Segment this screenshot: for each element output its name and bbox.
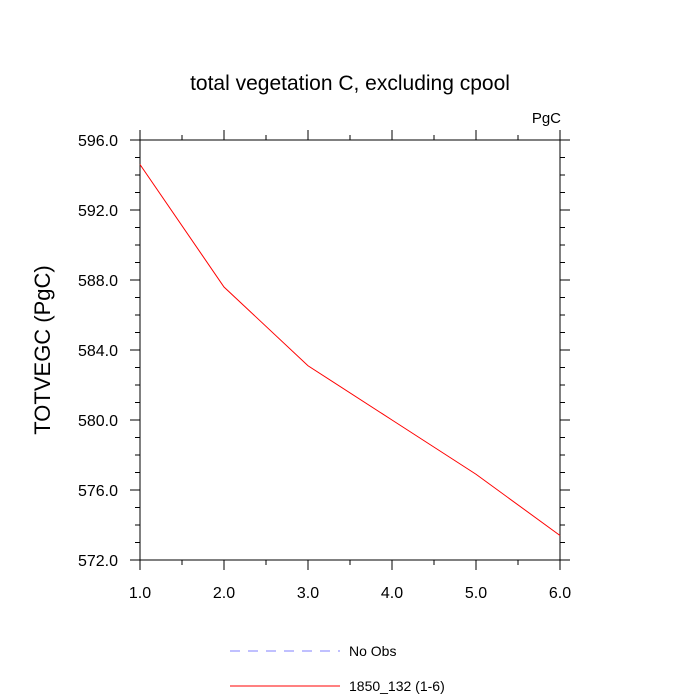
- x-axis-ticks: [139, 130, 561, 570]
- legend-label-0: No Obs: [349, 643, 396, 659]
- y-axis-ticks: [130, 139, 570, 561]
- plot-frame: [139, 139, 561, 561]
- y-axis-label: TOTVEGC (PgC): [30, 265, 55, 435]
- series-line-1: [139, 164, 561, 536]
- y-tick-label: 588.0: [78, 273, 118, 290]
- y-tick-label: 584.0: [78, 343, 118, 360]
- x-tick-label: 4.0: [381, 585, 403, 602]
- y-tick-label: 580.0: [78, 413, 118, 430]
- y-tick-label: 576.0: [78, 483, 118, 500]
- y-tick-label: 596.0: [78, 133, 118, 150]
- x-tick-label: 6.0: [549, 585, 571, 602]
- x-tick-label: 3.0: [297, 585, 319, 602]
- chart-title: total vegetation C, excluding cpool: [190, 72, 510, 95]
- y-axis-tick-labels: 572.0 576.0 580.0 584.0 588.0 592.0 596.0: [78, 133, 118, 570]
- x-tick-label: 1.0: [129, 585, 151, 602]
- y-tick-label: 572.0: [78, 553, 118, 570]
- units-label: PgC: [532, 110, 561, 127]
- x-axis-tick-labels: 1.0 2.0 3.0 4.0 5.0 6.0: [129, 585, 571, 602]
- legend-label-1: 1850_132 (1-6): [349, 678, 445, 694]
- x-tick-label: 2.0: [213, 585, 235, 602]
- series-layer: [139, 164, 561, 536]
- legend: No Obs 1850_132 (1-6): [230, 643, 445, 694]
- x-tick-label: 5.0: [465, 585, 487, 602]
- y-tick-label: 592.0: [78, 203, 118, 220]
